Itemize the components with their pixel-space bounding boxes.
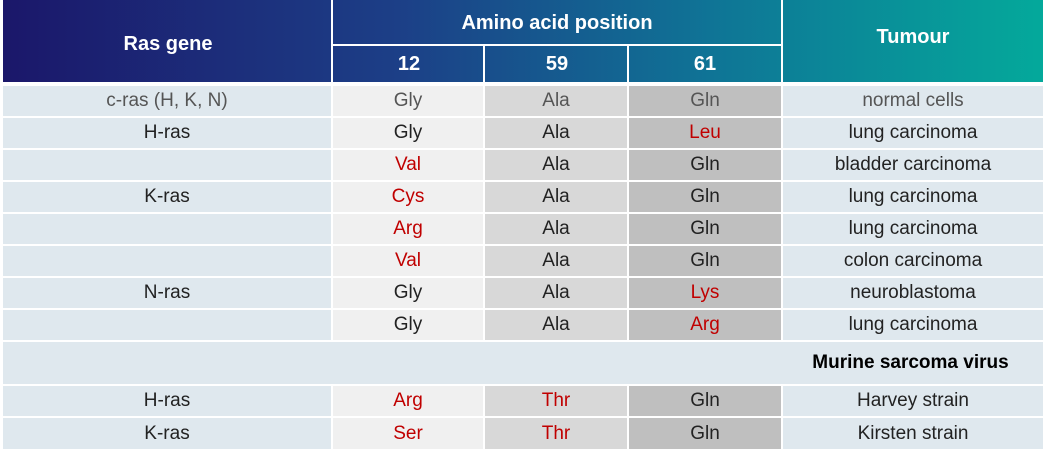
header-divider <box>331 0 333 82</box>
header-divider <box>627 46 629 82</box>
cell-gene <box>3 214 331 244</box>
table-row: c-ras (H, K, N) Gly Ala Gln normal cells <box>3 86 1043 116</box>
table-row: Arg Ala Gln lung carcinoma <box>3 214 1043 244</box>
cell-position-59: Ala <box>485 86 627 116</box>
cell-position-61: Leu <box>629 118 781 148</box>
section-label: Murine sarcoma virus <box>812 352 1009 373</box>
header-ras-gene: Ras gene <box>123 32 213 55</box>
cell-tumour: normal cells <box>783 86 1043 116</box>
header-divider <box>483 46 485 82</box>
header-divider <box>781 0 783 82</box>
cell-position-59: Ala <box>485 182 627 212</box>
cell-tumour: lung carcinoma <box>783 182 1043 212</box>
cell-position-12: Arg <box>333 214 483 244</box>
cell-gene: K-ras <box>3 182 331 212</box>
cell-gene: c-ras (H, K, N) <box>3 86 331 116</box>
cell-gene: K-ras <box>3 418 331 449</box>
cell-position-61: Arg <box>629 310 781 340</box>
header-position-61: 61 <box>693 52 717 75</box>
cell-position-59: Ala <box>485 150 627 180</box>
cell-position-12: Ser <box>333 418 483 449</box>
cell-position-61: Gln <box>629 86 781 116</box>
cell-position-59: Ala <box>485 246 627 276</box>
header-amino-acid-position: Amino acid position <box>461 11 653 34</box>
cell-position-61: Gln <box>629 418 781 449</box>
cell-tumour: neuroblastoma <box>783 278 1043 308</box>
cell-tumour: lung carcinoma <box>783 118 1043 148</box>
cell-position-61: Gln <box>629 246 781 276</box>
header-position-59: 59 <box>545 52 569 75</box>
cell-gene: H-ras <box>3 386 331 416</box>
cell-gene <box>3 246 331 276</box>
cell-tumour: lung carcinoma <box>783 214 1043 244</box>
header-tumour: Tumour <box>876 25 950 48</box>
cell-position-59: Ala <box>485 214 627 244</box>
cell-position-12: Val <box>333 246 483 276</box>
cell-position-59: Thr <box>485 386 627 416</box>
cell-gene <box>3 310 331 340</box>
table-row: H-ras Gly Ala Leu lung carcinoma <box>3 118 1043 148</box>
table-row: Val Ala Gln bladder carcinoma <box>3 150 1043 180</box>
ras-mutation-table: Ras gene Amino acid position 12 59 61 Tu… <box>3 0 1043 452</box>
table-row: Val Ala Gln colon carcinoma <box>3 246 1043 276</box>
cell-gene: N-ras <box>3 278 331 308</box>
table-row: N-ras Gly Ala Lys neuroblastoma <box>3 278 1043 308</box>
cell-position-12: Val <box>333 150 483 180</box>
header-divider <box>333 44 781 46</box>
header-position-12: 12 <box>397 52 421 75</box>
cell-position-61: Gln <box>629 182 781 212</box>
cell-tumour: colon carcinoma <box>783 246 1043 276</box>
cell-position-59: Ala <box>485 310 627 340</box>
cell-position-61: Gln <box>629 214 781 244</box>
cell-position-12: Gly <box>333 118 483 148</box>
table-row: K-ras Cys Ala Gln lung carcinoma <box>3 182 1043 212</box>
cell-gene: H-ras <box>3 118 331 148</box>
cell-position-59: Ala <box>485 278 627 308</box>
cell-tumour: lung carcinoma <box>783 310 1043 340</box>
cell-position-12: Gly <box>333 278 483 308</box>
cell-tumour: bladder carcinoma <box>783 150 1043 180</box>
cell-position-59: Thr <box>485 418 627 449</box>
cell-tumour: Harvey strain <box>783 386 1043 416</box>
cell-position-59: Ala <box>485 118 627 148</box>
table-row: H-ras Arg Thr Gln Harvey strain <box>3 386 1043 416</box>
cell-position-61: Gln <box>629 386 781 416</box>
cell-position-61: Lys <box>629 278 781 308</box>
cell-position-12: Gly <box>333 310 483 340</box>
table-header: Ras gene Amino acid position 12 59 61 Tu… <box>3 0 1043 82</box>
cell-position-61: Gln <box>629 150 781 180</box>
table-row: K-ras Ser Thr Gln Kirsten strain <box>3 418 1043 449</box>
section-band: Murine sarcoma virus <box>3 342 1043 384</box>
cell-position-12: Arg <box>333 386 483 416</box>
cell-position-12: Cys <box>333 182 483 212</box>
cell-gene <box>3 150 331 180</box>
table-row: Gly Ala Arg lung carcinoma <box>3 310 1043 340</box>
cell-position-12: Gly <box>333 86 483 116</box>
cell-tumour: Kirsten strain <box>783 418 1043 449</box>
